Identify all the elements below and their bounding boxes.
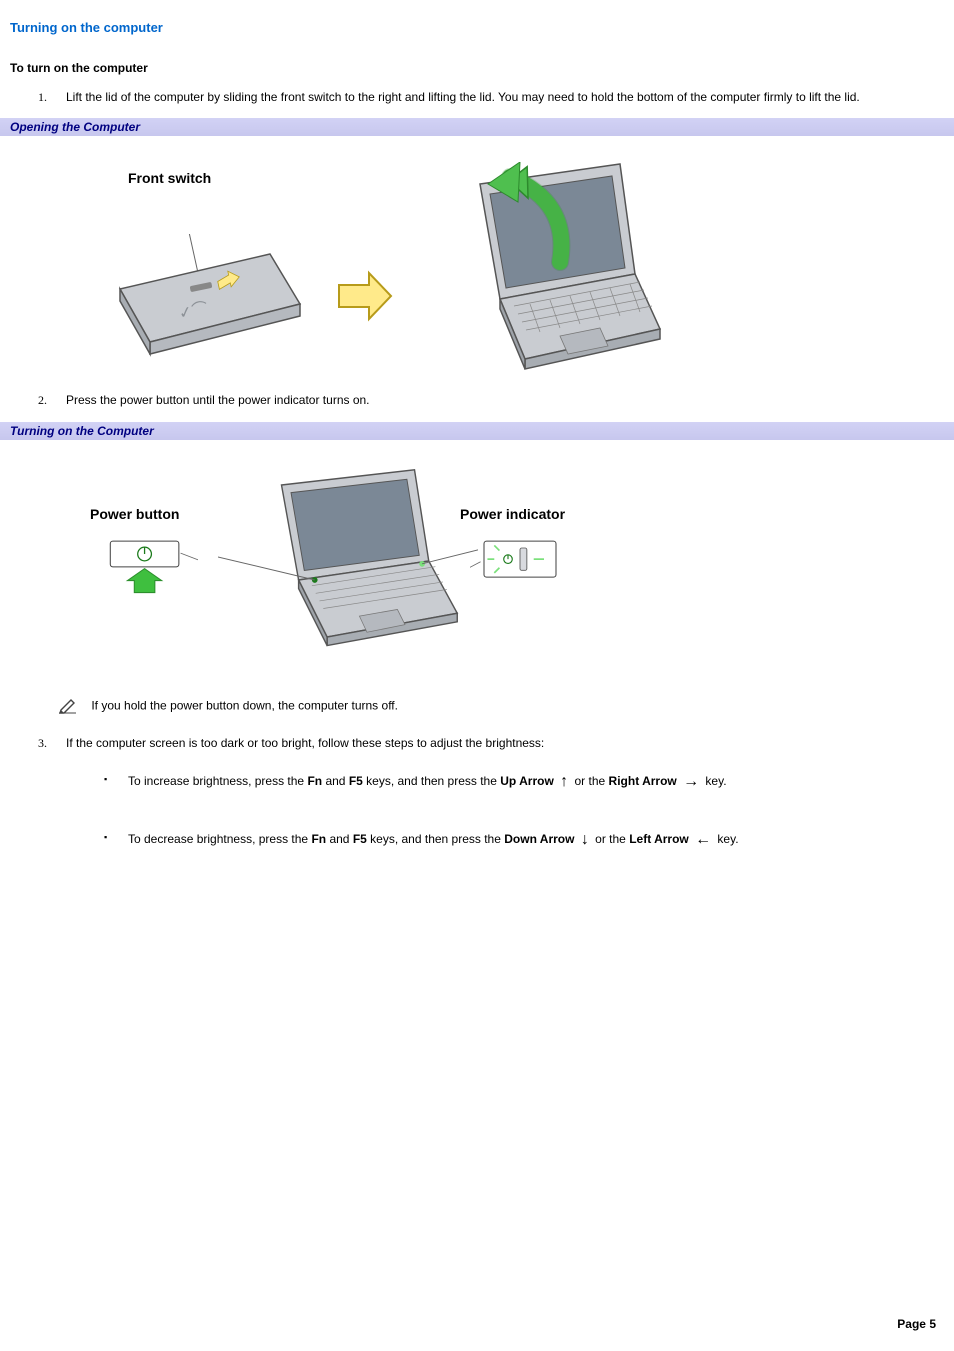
lid-open-arrow-icon [470,162,590,282]
key-fn: Fn [311,832,326,846]
text: or the [575,774,609,788]
left-arrow-icon: ← [695,824,711,856]
step-text: If the computer screen is too dark or to… [66,736,544,750]
key-fn: Fn [307,774,322,788]
key-up-arrow: Up Arrow [500,774,554,788]
laptop-power-icon [218,466,478,656]
page-title: Turning on the computer [10,20,944,35]
text: keys, and then press the [367,832,504,846]
brightness-decrease: To decrease brightness, press the Fn and… [104,824,944,856]
front-switch-label: Front switch [128,170,211,186]
step-3: 3. If the computer screen is too dark or… [38,735,944,856]
step-1: 1. Lift the lid of the computer by slidi… [38,89,944,106]
up-arrow-icon: ↑ [560,766,568,798]
power-indicator-callout-icon [470,536,570,596]
step-text: Lift the lid of the computer by sliding … [66,90,860,104]
note-icon [58,696,78,717]
step-2: 2. Press the power button until the powe… [38,392,944,409]
banner-opening: Opening the Computer [0,118,954,136]
note-text: If you hold the power button down, the c… [91,698,398,712]
steps-list-2: 2. Press the power button until the powe… [38,392,944,409]
text: key. [714,832,738,846]
key-f5: F5 [349,774,363,788]
figure-turning-on: Power button Power indicator [10,452,944,676]
text: To increase brightness, press the [128,774,307,788]
closed-laptop-icon: ✓⌒ [90,234,310,364]
step-number: 2. [38,392,47,409]
text: or the [595,832,629,846]
page-footer: Page 5 [897,1317,936,1331]
key-left: Left [629,832,654,846]
note: If you hold the power button down, the c… [58,696,944,717]
key-right-arrow: Right Arrow [609,774,677,788]
brightness-list: To increase brightness, press the Fn and… [104,766,944,856]
steps-list-3: 3. If the computer screen is too dark or… [38,735,944,856]
text: and [326,832,353,846]
banner-turning-on: Turning on the Computer [0,422,954,440]
key-f5: F5 [353,832,367,846]
text: key. [702,774,726,788]
text: To decrease brightness, press the [128,832,311,846]
brightness-increase: To increase brightness, press the Fn and… [104,766,944,798]
down-arrow-icon: ↓ [581,824,589,856]
transition-arrow-icon [335,269,395,324]
key-down-arrow: Down Arrow [504,832,574,846]
key-left-arrow: Arrow [654,832,689,846]
step-number: 1. [38,89,47,106]
step-number: 3. [38,735,47,752]
step-text: Press the power button until the power i… [66,393,370,407]
subheading: To turn on the computer [10,61,944,75]
figure-opening-computer: Front switch ✓⌒ [10,148,944,392]
steps-list: 1. Lift the lid of the computer by slidi… [38,89,944,106]
power-button-label: Power button [90,506,179,522]
text: keys, and then press the [363,774,500,788]
text: and [322,774,349,788]
power-button-callout-icon [98,536,198,596]
right-arrow-icon: → [683,766,699,798]
